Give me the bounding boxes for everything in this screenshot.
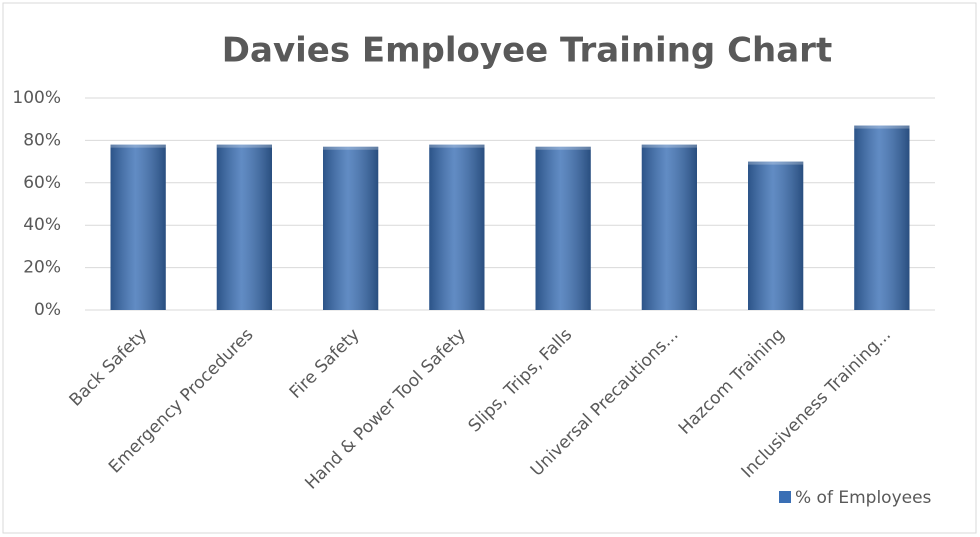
bar-cap bbox=[429, 144, 485, 148]
bar-shade bbox=[641, 144, 697, 310]
chart-title: Davies Employee Training Chart bbox=[222, 31, 832, 71]
bar-cap bbox=[216, 144, 272, 148]
legend-swatch bbox=[779, 491, 791, 503]
bar-cap bbox=[854, 125, 910, 129]
y-tick-label: 40% bbox=[23, 215, 61, 235]
y-tick-label: 20% bbox=[23, 258, 61, 278]
legend-label: % of Employees bbox=[795, 488, 932, 508]
bar-shade bbox=[216, 144, 272, 310]
y-tick-label: 100% bbox=[12, 88, 61, 108]
bar-cap bbox=[323, 146, 379, 150]
bar-shade bbox=[535, 146, 591, 310]
bar-shade bbox=[429, 144, 485, 310]
bar-cap bbox=[641, 144, 697, 148]
bar-cap bbox=[535, 146, 591, 150]
bar-shade bbox=[110, 144, 166, 310]
bar-cap bbox=[748, 161, 804, 165]
bar-shade bbox=[323, 146, 379, 310]
y-tick-label: 0% bbox=[34, 300, 61, 320]
y-tick-label: 80% bbox=[23, 130, 61, 150]
y-tick-label: 60% bbox=[23, 173, 61, 193]
bar-cap bbox=[110, 144, 166, 148]
bar-shade bbox=[748, 161, 804, 310]
bar-shade bbox=[854, 125, 910, 310]
